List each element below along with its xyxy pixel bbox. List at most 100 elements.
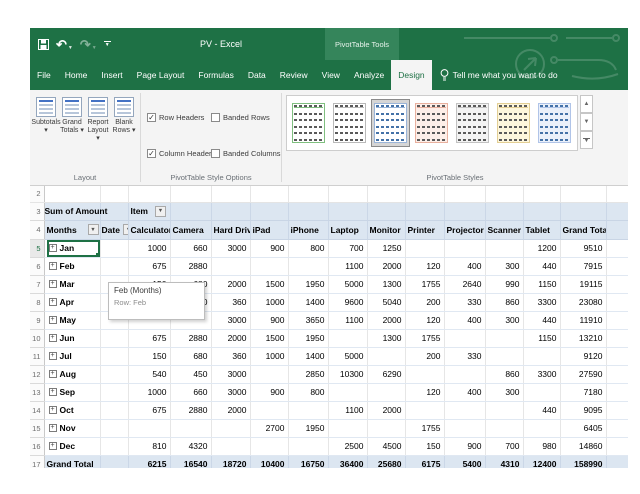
date-cell[interactable]	[100, 437, 129, 456]
value-cell[interactable]: 440	[523, 401, 561, 420]
pivot-style-swatch-light-gray[interactable]	[330, 99, 369, 147]
value-cell[interactable]	[444, 329, 486, 348]
column-header-iphone[interactable]: iPhone	[288, 220, 329, 240]
column-header-camera[interactable]: Camera	[170, 220, 212, 240]
value-cell[interactable]: 660	[170, 383, 212, 402]
empty-cell[interactable]	[606, 383, 628, 402]
checkbox-banded-columns[interactable]: Banded Columns	[211, 136, 285, 172]
empty-cell[interactable]	[606, 419, 628, 438]
value-cell[interactable]	[444, 365, 486, 384]
row-number[interactable]: 14	[30, 401, 45, 420]
report-layout-button[interactable]: Report Layout ▾	[85, 94, 111, 171]
item-filter-dropdown-icon[interactable]: ▼	[154, 205, 166, 217]
column-header-printer[interactable]: Printer	[405, 220, 445, 240]
month-label-cell-feb[interactable]: + Feb	[44, 257, 101, 276]
value-cell[interactable]: 3000	[211, 311, 251, 330]
date-field-header[interactable]: Date▼	[100, 220, 129, 240]
empty-cell[interactable]	[485, 186, 524, 203]
column-header-projector[interactable]: Projector	[444, 220, 486, 240]
value-cell[interactable]: 2880	[170, 257, 212, 276]
value-cell[interactable]: 1100	[328, 401, 368, 420]
value-cell[interactable]: 2850	[288, 365, 329, 384]
row-number[interactable]: 6	[30, 257, 45, 276]
value-cell[interactable]	[444, 419, 486, 438]
empty-cell[interactable]	[606, 437, 628, 456]
value-cell[interactable]: 1250	[367, 239, 406, 258]
value-cell[interactable]: 400	[444, 257, 486, 276]
value-cell[interactable]: 1500	[250, 275, 289, 294]
value-cell[interactable]	[170, 419, 212, 438]
value-cell[interactable]: 675	[128, 401, 171, 420]
value-cell[interactable]: 9600	[328, 293, 368, 312]
value-cell[interactable]	[128, 419, 171, 438]
value-cell[interactable]: 1000	[128, 383, 171, 402]
tab-formulas[interactable]: Formulas	[198, 70, 234, 80]
value-cell[interactable]: 1755	[405, 275, 445, 294]
value-cell[interactable]	[405, 365, 445, 384]
month-label-cell-apr[interactable]: + Apr	[44, 293, 101, 312]
value-cell[interactable]: 980	[523, 437, 561, 456]
value-cell[interactable]: 1755	[405, 419, 445, 438]
value-cell[interactable]: 1500	[250, 329, 289, 348]
expand-icon[interactable]: +	[48, 442, 57, 450]
empty-cell[interactable]	[606, 239, 628, 258]
blank-rows-button[interactable]: Blank Rows ▾	[111, 94, 137, 171]
value-cell[interactable]: 6290	[367, 365, 406, 384]
row-number[interactable]: 7	[30, 275, 45, 294]
value-cell[interactable]: 800	[288, 383, 329, 402]
row-number[interactable]: 16	[30, 437, 45, 456]
value-cell[interactable]: 3650	[288, 311, 329, 330]
value-cell[interactable]	[523, 383, 561, 402]
value-cell[interactable]: 1755	[405, 329, 445, 348]
row-number[interactable]: 8	[30, 293, 45, 312]
empty-cell[interactable]	[170, 186, 212, 203]
date-cell[interactable]	[100, 365, 129, 384]
expand-icon[interactable]: +	[48, 280, 57, 288]
expand-icon[interactable]: +	[48, 298, 57, 306]
empty-cell[interactable]	[606, 365, 628, 384]
value-cell[interactable]: 23080	[560, 293, 607, 312]
value-cell[interactable]	[288, 437, 329, 456]
value-cell[interactable]	[444, 239, 486, 258]
value-cell[interactable]	[523, 347, 561, 366]
value-cell[interactable]: 1950	[288, 275, 329, 294]
customize-qat-button[interactable]: ▼	[103, 41, 111, 48]
row-number[interactable]: 4	[30, 220, 45, 240]
unchecked-checkbox-icon[interactable]	[211, 113, 220, 123]
value-cell[interactable]: 3000	[211, 239, 251, 258]
value-cell[interactable]: 3300	[523, 293, 561, 312]
value-cell[interactable]: 1150	[523, 329, 561, 348]
date-filter-dropdown-icon[interactable]: ▼	[122, 224, 127, 235]
row-number[interactable]: 12	[30, 365, 45, 384]
value-cell[interactable]: 1300	[367, 329, 406, 348]
grand-total-value-cell[interactable]: 18720	[211, 455, 251, 468]
expand-icon[interactable]: +	[48, 262, 57, 270]
value-cell[interactable]	[250, 257, 289, 276]
tab-file[interactable]: File	[37, 70, 51, 80]
value-cell[interactable]: 900	[250, 311, 289, 330]
date-cell[interactable]	[100, 401, 129, 420]
empty-cell[interactable]	[606, 455, 628, 468]
value-cell[interactable]: 2000	[211, 329, 251, 348]
value-cell[interactable]	[367, 347, 406, 366]
grand-total-value-cell[interactable]: 12400	[523, 455, 561, 468]
value-cell[interactable]: 4320	[170, 437, 212, 456]
value-cell[interactable]: 440	[523, 311, 561, 330]
empty-cell[interactable]	[288, 186, 329, 203]
value-cell[interactable]: 120	[405, 383, 445, 402]
value-cell[interactable]: 2000	[367, 311, 406, 330]
empty-cell[interactable]	[211, 202, 251, 221]
tab-design[interactable]: Design	[391, 60, 432, 90]
value-cell[interactable]: 330	[444, 347, 486, 366]
grand-total-value-cell[interactable]: 16750	[288, 455, 329, 468]
redo-dropdown-icon[interactable]: ▼	[91, 44, 97, 51]
gallery-scroll-down-button[interactable]: ▼	[580, 113, 593, 131]
tab-data[interactable]: Data	[247, 70, 266, 80]
date-cell[interactable]	[100, 419, 129, 438]
empty-cell[interactable]	[367, 202, 406, 221]
value-cell[interactable]: 13210	[560, 329, 607, 348]
checked-checkbox-icon[interactable]: ✓	[147, 148, 156, 158]
value-cell[interactable]: 150	[405, 437, 445, 456]
value-cell[interactable]: 660	[170, 239, 212, 258]
save-icon[interactable]	[38, 38, 49, 50]
